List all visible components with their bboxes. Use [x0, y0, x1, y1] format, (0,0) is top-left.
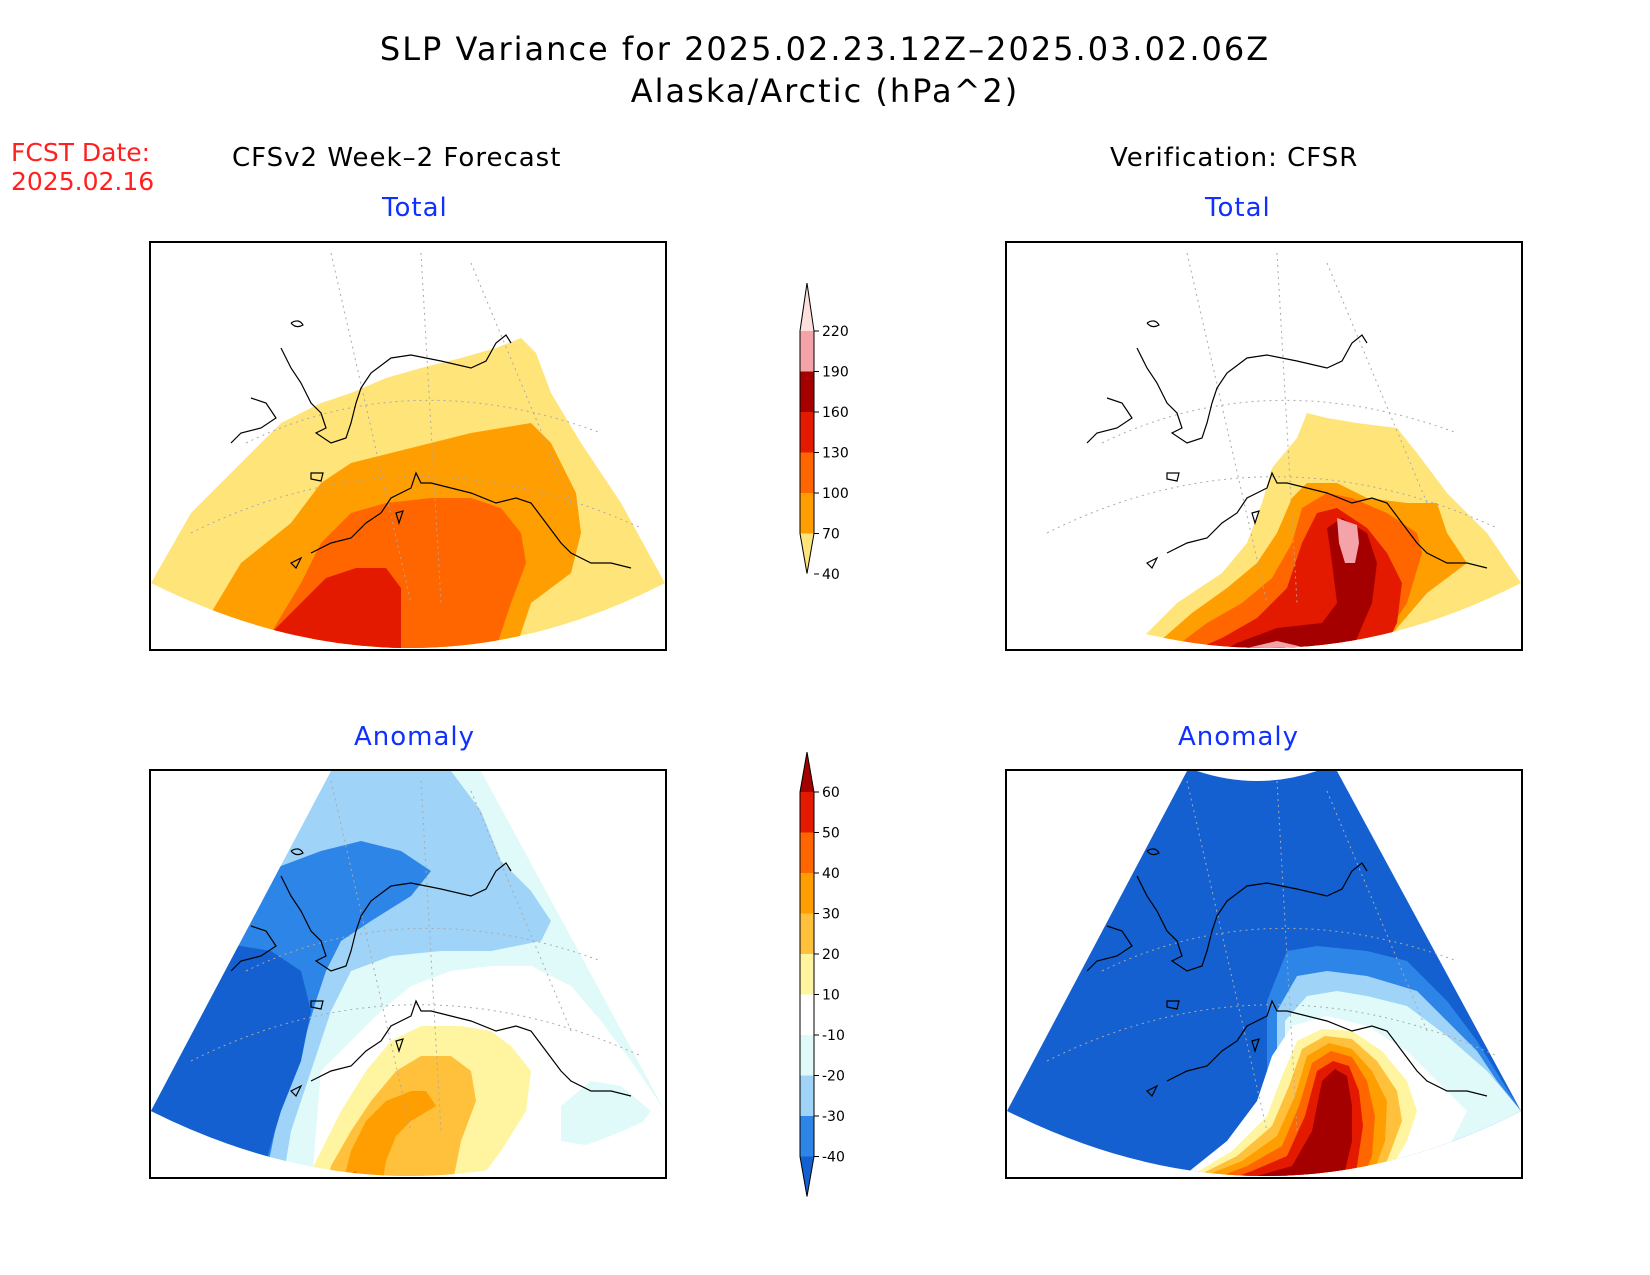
colorbar-total-tick-label: 160: [822, 405, 849, 421]
lat-lon-grid: [1046, 780, 1498, 1132]
colorbar-total-svg: 220 190 160 130 100 70 40: [799, 282, 849, 583]
lat-lon-grid: [190, 252, 642, 604]
verification-column-title: Verification: CFSR: [1110, 143, 1359, 173]
colorbar-anomaly-tick-label: 60: [822, 785, 840, 801]
map-panel-verification-total: [1005, 241, 1523, 651]
colorbar-anomaly-tick-label: 30: [822, 907, 840, 923]
map-subtitle: Alaska/Arctic (hPa^2): [630, 72, 1020, 110]
contour-190-b: [1217, 641, 1312, 648]
contour-190: [1337, 518, 1359, 563]
map-panel-forecast-anomaly: [149, 769, 667, 1179]
forecast-anomaly-map: [151, 771, 665, 1176]
coastline: [230, 848, 632, 1098]
colorbar-anomaly-bin-3: [800, 873, 814, 914]
panel-label-forecast-total: Total: [382, 193, 448, 223]
coastline: [1086, 320, 1488, 570]
colorbar-anomaly-bin-4: [800, 913, 814, 954]
contour-30: [341, 1091, 436, 1176]
panel-label-verification-total: Total: [1205, 193, 1271, 223]
colorbar-total-bin-1: [800, 331, 814, 372]
coastline: [230, 320, 632, 570]
colorbar-total-tick-label: 130: [822, 446, 849, 462]
colorbar-total-bin-2: [800, 371, 814, 412]
colorbar-anomaly-tick-label: 10: [822, 988, 840, 1004]
colorbar-total-bin-4: [800, 452, 814, 493]
colorbar-anomaly-tick-label: -20: [822, 1069, 845, 1085]
verification-anomaly-map: [1007, 771, 1521, 1176]
colorbar-anomaly-bin-9: [800, 1116, 814, 1157]
verification-total-map: [1046, 252, 1521, 648]
lat-lon-grid: [1046, 252, 1498, 604]
colorbar-total-bin-5: [800, 493, 814, 534]
contour-60: [1202, 1069, 1352, 1176]
map-panel-forecast-total: [149, 241, 667, 651]
contour-160: [1202, 518, 1377, 648]
hole: [1197, 771, 1317, 781]
colorbar-anomaly-tick-label: -30: [822, 1109, 845, 1125]
colorbar-anomaly: 60 50 40 30 20 10 -10 -20 -30 -40: [795, 751, 875, 1206]
colorbar-anomaly-tick-label: 40: [822, 866, 840, 882]
fcst-date-block: FCST Date: 2025.02.16: [11, 138, 154, 196]
colorbar-total-bottom-extension: [800, 533, 814, 574]
colorbar-anomaly-tick-label: -40: [822, 1150, 845, 1166]
panel-label-verification-anomaly: Anomaly: [1178, 722, 1300, 752]
colorbar-anomaly-svg: 60 50 40 30 20 10 -10 -20 -30 -40: [799, 751, 845, 1197]
colorbar-anomaly-top-extension: [800, 752, 814, 792]
colorbar-anomaly-bin-7: [800, 1035, 814, 1076]
colorbar-total-tick-label: 40: [822, 567, 840, 583]
forecast-column-title: CFSv2 Week–2 Forecast: [232, 143, 562, 173]
colorbar-total-tick-label: 220: [822, 324, 849, 340]
forecast-total-map: [151, 243, 665, 648]
fcst-date-label: FCST Date:: [11, 138, 151, 167]
colorbar-anomaly-bottom-extension: [800, 1156, 814, 1197]
colorbar-anomaly-bin-5: [800, 954, 814, 995]
colorbar-anomaly-tick-label: -10: [822, 1028, 845, 1044]
panel-label-forecast-anomaly: Anomaly: [354, 722, 476, 752]
colorbar-anomaly-bin-2: [800, 832, 814, 873]
colorbar-total: 220 190 160 130 100 70 40: [795, 282, 875, 617]
coastline: [1086, 848, 1488, 1098]
colorbar-anomaly-tick-label: 20: [822, 947, 840, 963]
fcst-date-value: 2025.02.16: [11, 167, 155, 196]
colorbar-anomaly-bin-6: [800, 994, 814, 1035]
colorbar-total-bin-3: [800, 412, 814, 453]
map-title: SLP Variance for 2025.02.23.12Z–2025.03.…: [379, 30, 1271, 68]
colorbar-total-tick-label: 190: [822, 365, 849, 381]
lat-lon-grid: [190, 780, 642, 1132]
map-panel-verification-anomaly: [1005, 769, 1523, 1179]
colorbar-anomaly-tick-label: 50: [822, 826, 840, 842]
colorbar-total-tick-label: 100: [822, 486, 849, 502]
colorbar-anomaly-bin-8: [800, 1075, 814, 1116]
colorbar-total-top-extension: [800, 283, 814, 331]
colorbar-anomaly-bin-1: [800, 792, 814, 833]
colorbar-total-tick-label: 70: [822, 527, 840, 543]
